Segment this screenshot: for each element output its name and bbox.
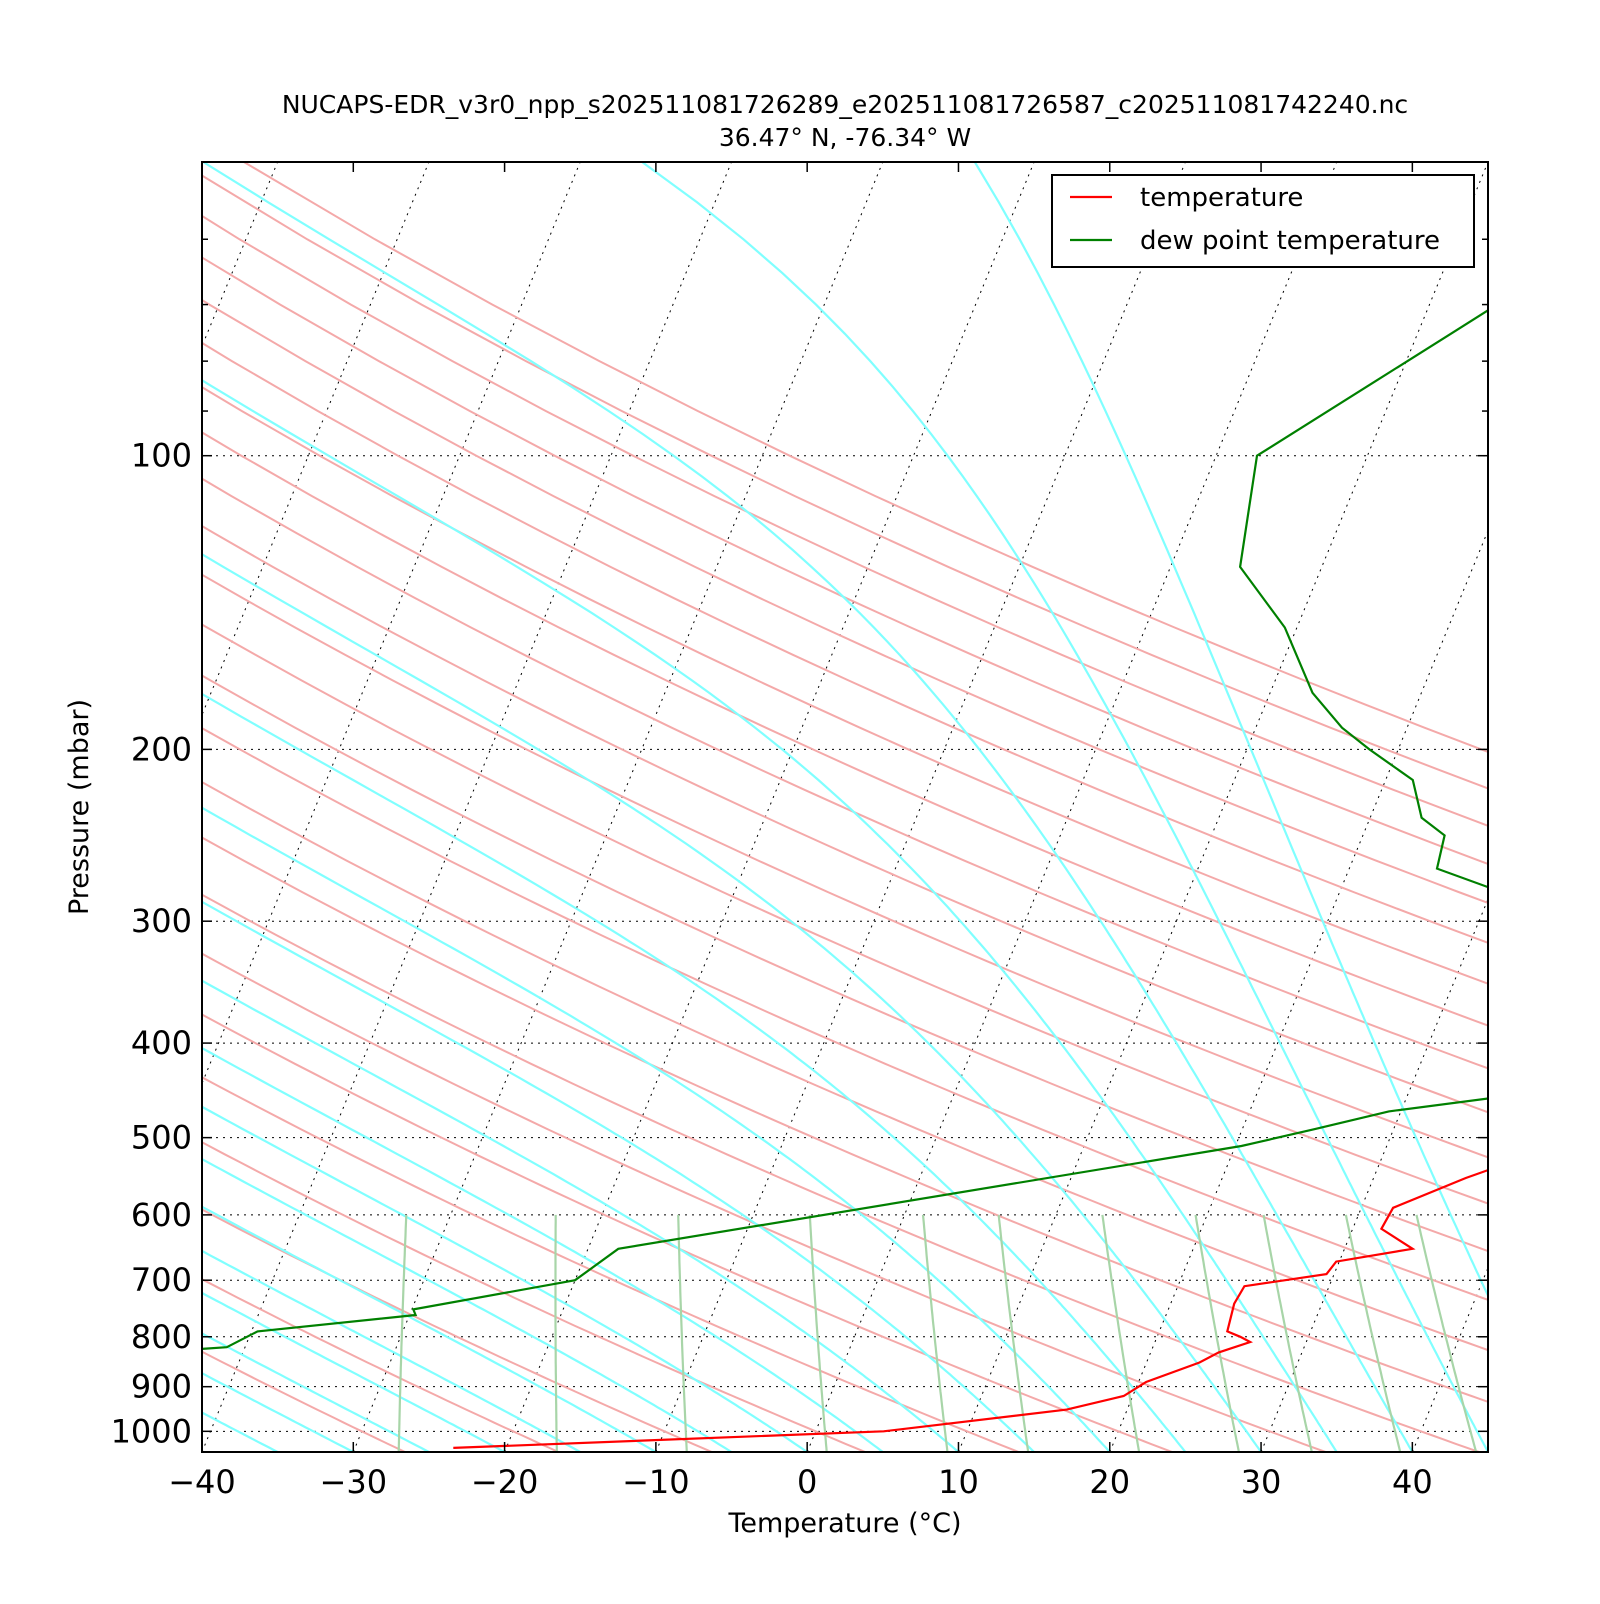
x-tick-label: −40 — [168, 1463, 236, 1501]
plot-frame — [202, 162, 1488, 1452]
mixing-ratio-line — [1264, 1215, 1312, 1452]
legend-label: dew point temperature — [1140, 226, 1440, 256]
isotherm — [0, 162, 278, 1452]
moist-adiabat — [0, 162, 1337, 1452]
x-tick-label: 40 — [1392, 1463, 1433, 1501]
moist-adiabat — [0, 162, 278, 1452]
moist-adiabat — [0, 162, 1261, 1452]
moist-adiabat — [975, 162, 1564, 1452]
x-tick-label: −10 — [622, 1463, 690, 1501]
y-axis-label: Pressure (mbar) — [64, 699, 95, 915]
moist-adiabat — [203, 162, 1412, 1452]
isotherm — [202, 162, 732, 1452]
x-tick-label: 0 — [797, 1463, 817, 1501]
x-axis-label: Temperature (°C) — [727, 1508, 961, 1539]
chart-subtitle: 36.47° N, -76.34° W — [719, 123, 971, 152]
isotherm — [1564, 162, 1600, 1452]
moist-adiabat — [0, 162, 656, 1452]
dry-adiabat — [0, 162, 1326, 1452]
y-tick-label: 1000 — [111, 1412, 192, 1450]
mixing-ratio-line — [1346, 1215, 1400, 1452]
moist-adiabat — [0, 162, 1185, 1452]
mixing-ratio-line — [399, 1215, 407, 1452]
chart-title: NUCAPS-EDR_v3r0_npp_s202511081726289_e20… — [282, 90, 1408, 119]
moist-adiabat — [0, 162, 732, 1452]
y-tick-label: 600 — [131, 1196, 192, 1234]
dew-point-line — [0, 162, 1600, 1431]
y-tick-label: 800 — [131, 1318, 192, 1356]
mixing-ratio-line — [1102, 1215, 1139, 1452]
isotherm — [959, 162, 1489, 1452]
dry-adiabat — [115, 162, 1600, 1452]
isotherm — [51, 162, 581, 1452]
mixing-ratio-line — [1488, 1215, 1553, 1452]
dry-adiabat — [0, 162, 865, 1452]
y-tick-label: 500 — [131, 1119, 192, 1157]
y-tick-label: 400 — [131, 1024, 192, 1062]
moist-adiabat — [0, 162, 202, 1452]
y-tick-label: 900 — [131, 1368, 192, 1406]
temperature-line — [453, 162, 1600, 1448]
moist-adiabat — [0, 162, 959, 1452]
isotherm — [1261, 162, 1600, 1452]
y-tick-label: 200 — [131, 730, 192, 768]
y-tick-label: 300 — [131, 902, 192, 940]
mixing-ratio-line — [1567, 1215, 1600, 1452]
y-tick-label: 700 — [131, 1261, 192, 1299]
dry-adiabat — [51, 162, 1600, 1452]
legend-label: temperature — [1140, 183, 1303, 213]
axes: −40 −30 −20 −10 0 10 20 30 40 100 200 300 400 500 600 7… — [111, 162, 1488, 1501]
x-tick-label: 30 — [1241, 1463, 1282, 1501]
x-tick-label: 20 — [1089, 1463, 1130, 1501]
isotherm — [807, 162, 1336, 1452]
x-tick-label: −20 — [471, 1463, 539, 1501]
mixing-ratio-line — [556, 1215, 557, 1452]
legend: temperature dew point temperature — [1052, 175, 1474, 267]
mixing-ratio-line — [923, 1215, 947, 1452]
x-tick-label: 10 — [938, 1463, 979, 1501]
x-tick-label: −30 — [320, 1463, 388, 1501]
y-tick-label: 100 — [131, 437, 192, 475]
